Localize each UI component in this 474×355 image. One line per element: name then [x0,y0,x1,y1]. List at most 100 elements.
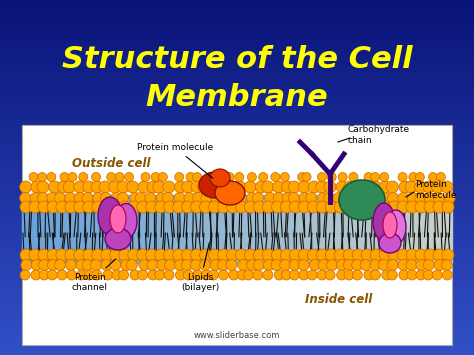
Circle shape [364,270,374,280]
Bar [0,66,474,67]
Circle shape [83,201,95,213]
Bar [0,52,474,53]
Circle shape [424,249,436,261]
Bar [97,195,98,263]
Bar [0,154,474,155]
Circle shape [219,270,228,280]
Bar [430,195,431,263]
Bar [354,195,355,263]
Circle shape [60,173,69,181]
Bar [0,332,474,333]
Bar [0,199,474,200]
Circle shape [211,192,222,203]
Bar [0,77,474,78]
Bar [143,195,144,263]
Bar [128,195,129,263]
Circle shape [19,181,32,193]
Bar [158,195,159,263]
Circle shape [337,270,346,280]
Bar [0,85,474,86]
Bar [226,195,227,263]
Bar [0,241,474,242]
Bar [135,195,136,263]
Text: Lipids
(bilayer): Lipids (bilayer) [181,243,219,292]
Bar [0,115,474,116]
Text: Outside cell: Outside cell [72,157,151,170]
Circle shape [343,201,355,213]
Circle shape [147,260,158,271]
Circle shape [182,181,194,193]
Circle shape [253,260,264,271]
Bar [0,311,474,312]
Bar [0,193,474,194]
Bar [0,83,474,84]
Circle shape [388,249,400,261]
Circle shape [138,181,150,193]
Bar [0,168,474,169]
Bar [0,28,474,29]
Bar [0,93,474,94]
Circle shape [174,181,187,193]
Bar [0,57,474,58]
Bar [236,195,237,263]
Bar [427,195,428,263]
Circle shape [387,260,398,271]
Bar [308,195,309,263]
Bar [0,114,474,115]
Circle shape [38,249,50,261]
Bar [395,195,396,263]
Bar [171,195,172,263]
Bar [358,195,359,263]
Circle shape [272,201,283,213]
Bar [331,195,332,263]
Bar [388,195,389,263]
Bar [0,159,474,160]
Circle shape [324,192,335,203]
Ellipse shape [210,169,230,187]
Bar [251,195,252,263]
Bar [449,195,450,263]
Bar [0,7,474,8]
Circle shape [245,201,256,213]
Text: www.sliderbase.com: www.sliderbase.com [194,331,280,339]
Bar [412,195,413,263]
Bar [55,195,56,263]
Circle shape [109,181,121,193]
Bar [0,58,474,59]
Bar [435,195,436,263]
Bar [24,195,25,263]
Circle shape [74,181,86,193]
Bar [73,195,74,263]
Circle shape [397,201,409,213]
Circle shape [173,201,185,213]
Bar [72,195,73,263]
Bar [0,202,474,203]
Bar [0,308,474,309]
Bar [403,195,404,263]
Bar [380,195,381,263]
Bar [0,6,474,7]
Bar [289,195,290,263]
Circle shape [107,173,116,181]
Bar [154,195,155,263]
Text: Protein
molecule: Protein molecule [415,180,456,200]
Bar [0,22,474,23]
Bar [367,195,368,263]
Circle shape [236,192,246,203]
Bar [220,195,221,263]
Circle shape [191,249,202,261]
Bar [110,195,111,263]
Circle shape [344,260,355,271]
Bar [167,195,168,263]
Bar [56,195,57,263]
Bar [298,195,299,263]
Bar [0,1,474,2]
Bar [315,195,316,263]
Bar [0,18,474,19]
Bar [88,195,89,263]
Circle shape [110,249,122,261]
Bar [382,195,383,263]
Circle shape [388,192,399,203]
Bar [361,195,362,263]
Bar [338,195,339,263]
